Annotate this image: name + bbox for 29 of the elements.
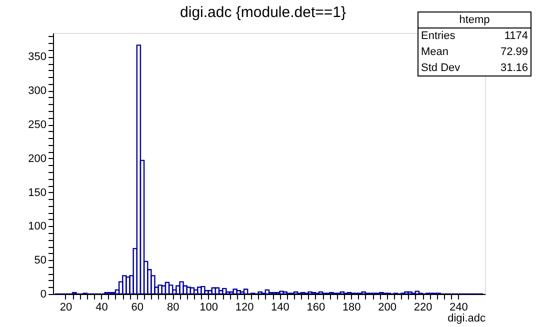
chart-title: digi.adc {module.det==1}	[180, 4, 346, 21]
y-tick-label: 200	[28, 152, 46, 165]
x-tick-label: 100	[200, 302, 218, 314]
x-tick-label: 160	[306, 302, 326, 314]
y-tick-label: 250	[28, 119, 46, 132]
y-tick-label: 100	[28, 220, 46, 233]
x-tick-label: 40	[96, 302, 108, 314]
text: 31.16	[500, 62, 528, 74]
x-axis-title: digi.adc	[448, 312, 486, 324]
y-tick-label: 0	[40, 288, 46, 300]
x-tick-label: 180	[342, 302, 361, 314]
text: htemp	[459, 14, 490, 26]
x-tick-label: 220	[414, 302, 432, 314]
x-tick-label: 240	[450, 302, 468, 314]
y-tick-label: 300	[28, 85, 46, 98]
y-tick-label: 350	[28, 51, 46, 64]
x-tick-label: 120	[235, 302, 254, 314]
x-tick-label: 60	[131, 302, 144, 314]
annotation: Entries	[421, 30, 456, 42]
x-tick-label: 80	[166, 302, 180, 314]
text: 1174	[504, 30, 528, 42]
y-tick-label: 50	[34, 254, 46, 267]
annotation: Std Dev	[421, 62, 461, 74]
x-tick-label: 20	[60, 302, 72, 314]
annotation: Mean	[421, 46, 449, 58]
x-tick-label: 140	[271, 302, 290, 314]
y-tick-label: 150	[28, 186, 46, 199]
text: 72.99	[500, 46, 528, 58]
x-tick-label: 200	[378, 302, 396, 314]
